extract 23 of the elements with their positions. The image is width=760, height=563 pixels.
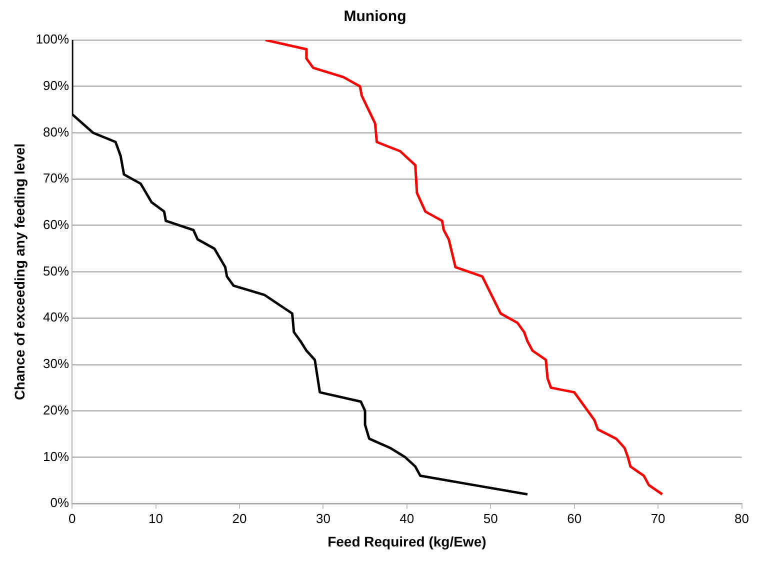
y-tick-label: 100% [36,32,70,47]
x-axis-title: Feed Required (kg/Ewe) [328,533,486,550]
x-tick-label: 70 [650,510,666,526]
y-tick-label: 0% [50,495,70,510]
y-axis-title: Chance of exceeding any feeding level [11,143,28,400]
x-tick-label: 50 [483,510,498,526]
y-tick-label: 30% [43,356,70,372]
x-tick-label: 40 [400,510,414,526]
x-tick-label: 0 [68,510,76,526]
x-tick-label: 60 [567,510,582,526]
y-tick-label: 60% [43,217,70,232]
y-tick-label: 10% [43,448,70,464]
chart-title: Muniong [344,8,406,26]
y-tick-label: 40% [43,310,70,325]
y-tick-label: 20% [43,402,70,418]
x-tick-label: 10 [148,510,163,526]
x-tick-label: 80 [734,510,750,526]
y-tick-label: 70% [43,170,70,186]
x-tick-label: 20 [232,510,247,526]
y-tick-label: 50% [43,263,70,278]
y-tick-label: 80% [43,124,70,140]
x-tick-label: 30 [316,510,330,526]
y-tick-label: 90% [43,78,70,93]
